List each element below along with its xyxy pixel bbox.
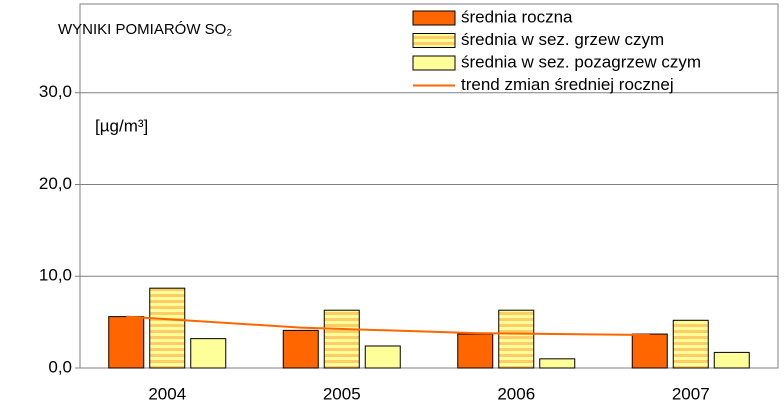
bar	[498, 309, 535, 369]
trend-line	[126, 315, 650, 336]
bar	[672, 319, 709, 369]
legend-label: trend zmian średniej rocznej	[461, 75, 674, 94]
x-tick-label: 2004	[148, 384, 186, 403]
bar	[323, 309, 360, 369]
x-tick-label: 2007	[672, 384, 710, 403]
y-tick-label: 20,0	[39, 174, 72, 193]
chart-title: WYNIKI POMIARÓW SO₂	[58, 21, 232, 38]
legend-label: średnia roczna	[461, 7, 573, 26]
y-tick-label: 30,0	[39, 82, 72, 101]
bar	[108, 316, 145, 369]
bar	[190, 338, 227, 369]
plot-area	[79, 3, 779, 369]
bar	[282, 329, 319, 369]
bar	[631, 333, 668, 369]
unit-annotation: [µg/m³]	[95, 116, 148, 135]
legend-swatch	[412, 55, 456, 71]
bar	[713, 351, 750, 369]
y-tick-label: 0,0	[48, 357, 72, 376]
legend-swatch	[412, 10, 456, 26]
legend-label: średnia w sez. grzew czym	[461, 30, 664, 49]
legend-label: średnia w sez. pozagrzew czym	[461, 52, 701, 71]
bar	[457, 333, 494, 369]
x-tick-label: 2006	[497, 384, 535, 403]
bar	[149, 287, 186, 369]
bar	[364, 345, 401, 369]
y-tick-label: 10,0	[39, 266, 72, 285]
bar	[539, 358, 576, 369]
x-tick-label: 2005	[323, 384, 361, 403]
legend-swatch	[412, 33, 456, 48]
